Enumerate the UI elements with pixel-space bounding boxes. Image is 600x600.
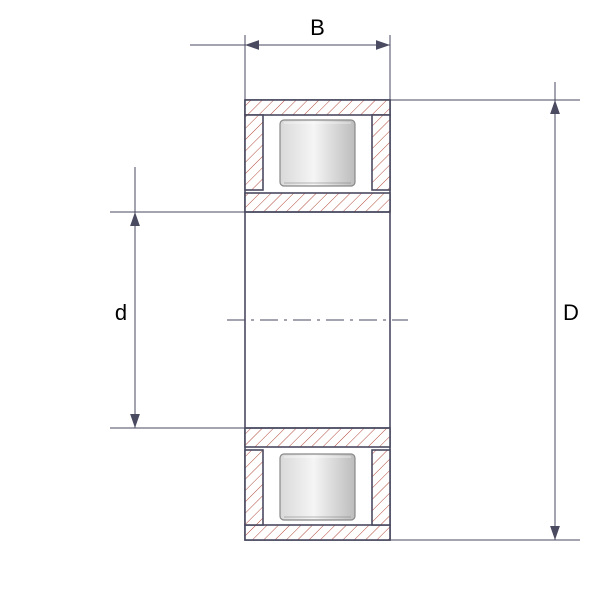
- dimension-label-D: D: [563, 300, 579, 325]
- dimension-label-d: d: [115, 300, 127, 325]
- roller: [280, 454, 355, 520]
- outer-ring-lip: [372, 450, 390, 525]
- outer-ring-lip: [245, 115, 263, 190]
- dimension-label-B: B: [310, 15, 325, 40]
- outer-ring-bottom-section: [245, 525, 390, 540]
- outer-ring-lip: [372, 115, 390, 190]
- outer-ring-lip: [245, 450, 263, 525]
- roller: [280, 120, 355, 186]
- inner-ring-bottom-section: [245, 428, 390, 447]
- outer-ring-top-section: [245, 100, 390, 115]
- inner-ring-top-section: [245, 193, 390, 212]
